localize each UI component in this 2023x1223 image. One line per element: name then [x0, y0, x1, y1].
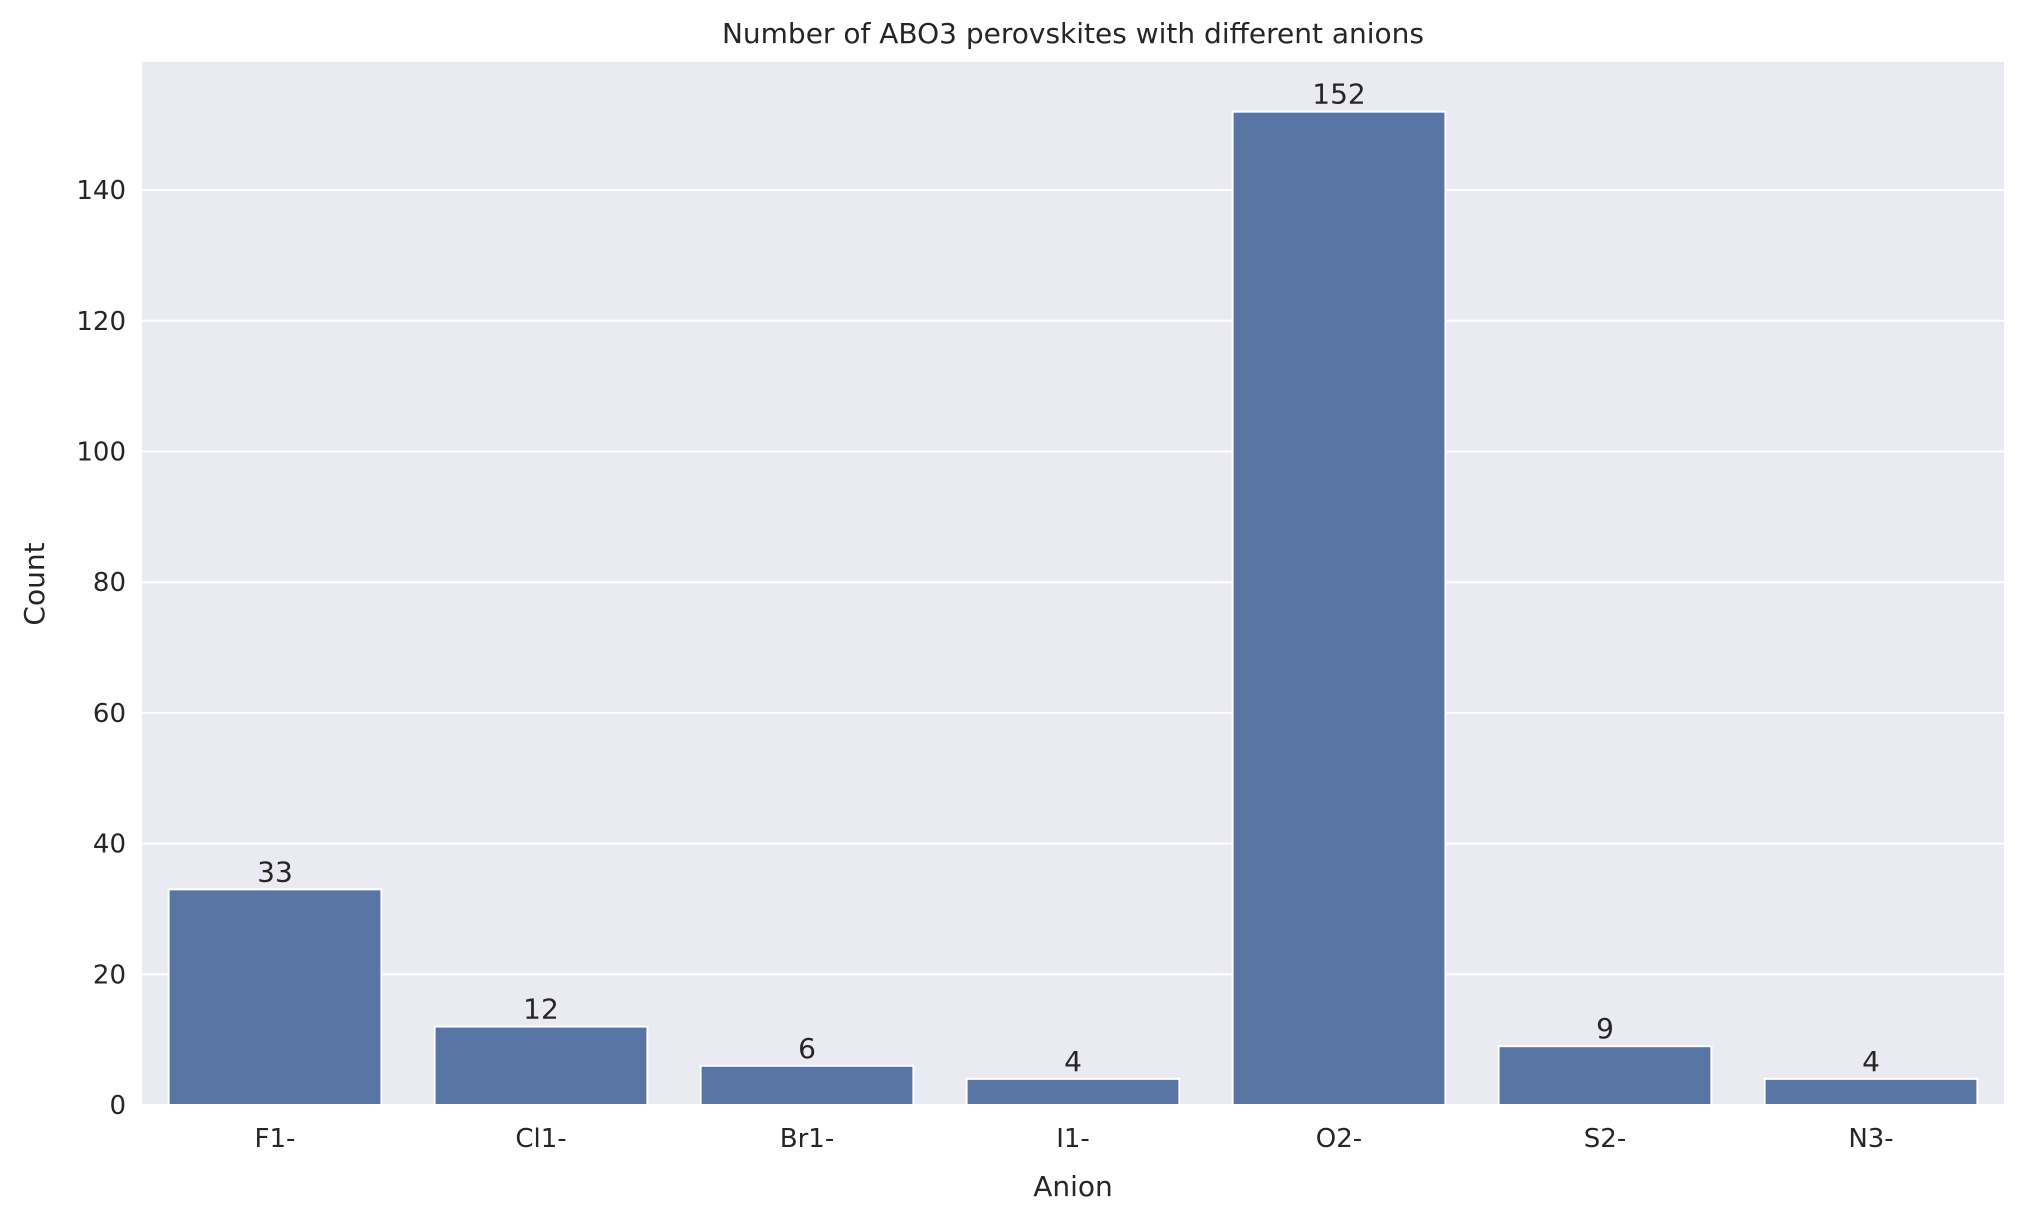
- data-labels: 33 12 6 4 152 9 4: [257, 78, 1880, 1078]
- x-tick-label: Br1-: [780, 1124, 834, 1154]
- y-tick-label: 120: [76, 307, 126, 337]
- bar-Cl1-: [433, 1025, 649, 1107]
- chart-title: Number of ABO3 perovskites with differen…: [722, 17, 1424, 50]
- bar-N3-: [1763, 1077, 1979, 1106]
- bar-S2-: [1497, 1045, 1713, 1106]
- bar-I1-: [965, 1077, 1181, 1106]
- x-axis-label: Anion: [1033, 1170, 1113, 1203]
- data-label: 6: [798, 1032, 816, 1065]
- bar-O2-: [1231, 110, 1447, 1106]
- y-tick-label: 100: [76, 437, 126, 467]
- data-label: 33: [257, 855, 293, 888]
- x-tick-label: S2-: [1584, 1124, 1626, 1154]
- grid-lines: [142, 189, 2004, 1106]
- bar-Br1-: [699, 1064, 915, 1106]
- bars: [167, 110, 1979, 1107]
- x-tick-label: Cl1-: [515, 1124, 566, 1154]
- data-label: 12: [523, 993, 559, 1026]
- x-tick-label: I1-: [1056, 1124, 1090, 1154]
- x-tick-label: F1-: [255, 1124, 296, 1154]
- data-label: 152: [1312, 78, 1365, 111]
- y-tick-label: 80: [93, 568, 126, 598]
- y-tick-label: 140: [76, 176, 126, 206]
- y-tick-label: 60: [93, 699, 126, 729]
- bar-F1-: [167, 888, 383, 1106]
- data-label: 4: [1064, 1045, 1082, 1078]
- x-tick-label: N3-: [1848, 1124, 1893, 1154]
- x-axis-ticks: F1- Cl1- Br1- I1- O2- S2- N3-: [255, 1124, 1894, 1154]
- y-tick-label: 40: [93, 830, 126, 860]
- data-label: 9: [1596, 1012, 1614, 1045]
- plot-background: [142, 62, 2004, 1105]
- y-tick-label: 20: [93, 960, 126, 990]
- y-axis-ticks: 0 20 40 60 80 100 120 140: [76, 176, 126, 1121]
- data-label: 4: [1862, 1045, 1880, 1078]
- y-axis-label: Count: [18, 542, 51, 625]
- x-tick-label: O2-: [1316, 1124, 1362, 1154]
- y-tick-label: 0: [109, 1091, 126, 1121]
